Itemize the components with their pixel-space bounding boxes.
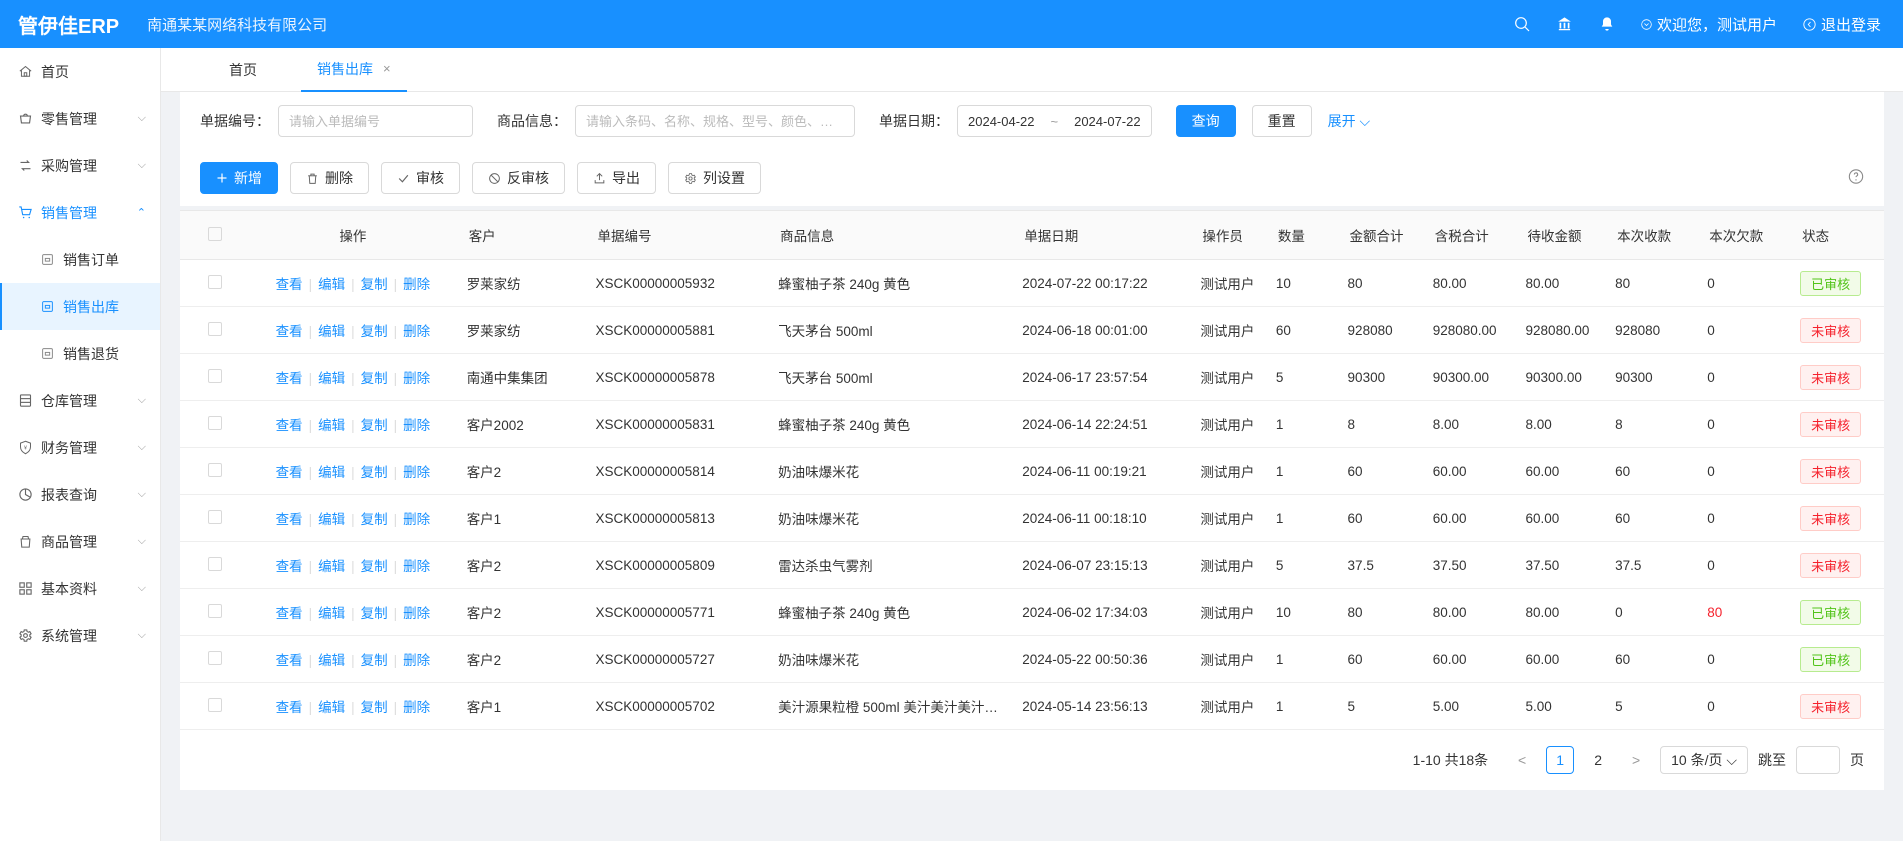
svg-text:¥: ¥	[24, 446, 27, 452]
